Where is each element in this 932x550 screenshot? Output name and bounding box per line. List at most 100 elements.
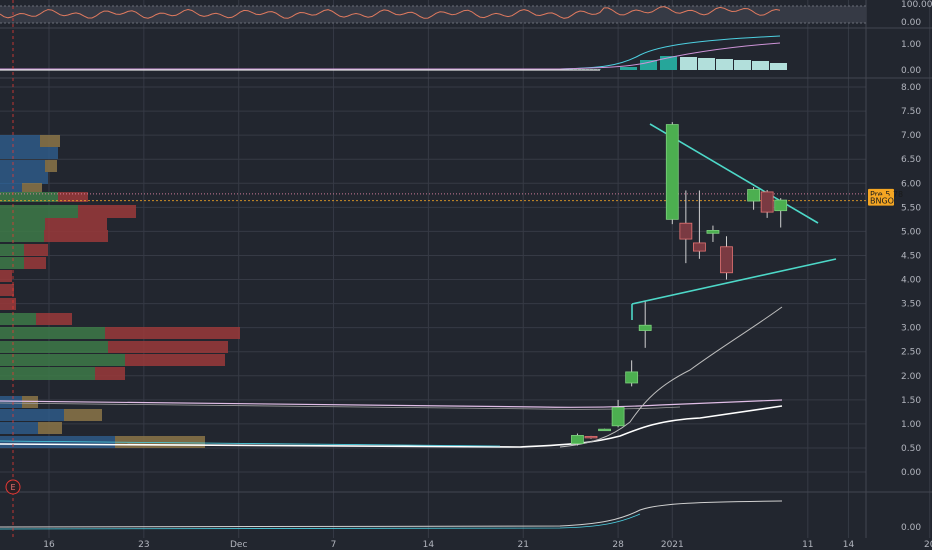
oscillator-band xyxy=(0,6,866,23)
volatility-bar xyxy=(752,61,769,70)
time-tick-label: 20 xyxy=(924,540,932,550)
volume-profile-bar xyxy=(105,327,240,339)
candle-body xyxy=(584,435,598,439)
price-tick-label: 2.00 xyxy=(901,372,921,382)
bottom-indicator-line xyxy=(0,500,783,528)
trendline-lower xyxy=(631,258,837,305)
volume-profile-bar xyxy=(95,367,125,380)
volume-profile-bar xyxy=(0,409,64,421)
candle-body xyxy=(747,189,760,202)
moving-average-medium xyxy=(0,405,783,448)
moving-averages xyxy=(0,306,783,448)
volatility-bar xyxy=(734,60,751,70)
volume-profile-bar xyxy=(24,257,46,269)
event-marker-label: E xyxy=(10,483,15,492)
candle-body xyxy=(598,428,611,432)
volume-profile-bar xyxy=(0,244,24,256)
time-tick-label: 16 xyxy=(43,540,55,550)
candle-body xyxy=(760,191,774,213)
bottom-tick-label: 0.00 xyxy=(901,523,921,533)
volume-profile xyxy=(0,135,240,448)
moving-average-slow xyxy=(0,399,783,408)
volume-profile-bar xyxy=(78,205,136,218)
price-tick-label: 3.50 xyxy=(901,300,921,310)
event-marker-badge xyxy=(5,479,21,495)
volume-profile-bar xyxy=(0,396,22,408)
moving-average-flat xyxy=(0,440,501,447)
price-tick-label: 0.50 xyxy=(901,444,921,454)
volume-profile-bar xyxy=(40,135,60,147)
volume-profile-bar xyxy=(36,313,72,325)
time-tick-label: 14 xyxy=(843,540,855,550)
volume-profile-bar xyxy=(64,409,102,421)
price-tick-label: 1.00 xyxy=(901,420,921,430)
volume-profile-bar xyxy=(24,244,48,256)
grid xyxy=(0,0,932,538)
price-tick-label: 6.00 xyxy=(901,179,921,189)
volume-profile-bar xyxy=(22,183,42,193)
volatility-bar xyxy=(698,58,715,70)
candle-body xyxy=(706,230,720,234)
volume-profile-bar xyxy=(0,270,12,282)
volume-profile-bar xyxy=(0,147,58,159)
candle-body xyxy=(679,222,693,240)
time-tick-label: Dec xyxy=(230,540,247,550)
volatility-bar xyxy=(640,60,657,70)
candle-body xyxy=(693,242,706,252)
price-tick-label: 0.00 xyxy=(901,468,921,478)
price-tick-label: 7.00 xyxy=(901,131,921,141)
time-tick-label: 11 xyxy=(802,540,813,550)
volatility-bar xyxy=(716,59,733,70)
volume-profile-bar xyxy=(38,422,62,434)
volume-profile-bar xyxy=(0,205,78,218)
price-tick-label: 5.00 xyxy=(901,227,921,237)
candle-body xyxy=(774,199,788,212)
oscillator-tick-label: 0.00 xyxy=(901,18,921,28)
volume-profile-bar xyxy=(0,354,125,366)
price-tick-label: 2.50 xyxy=(901,348,921,358)
volume-profile-bar xyxy=(0,192,58,202)
time-axis: 1623Dec7142128202111142025 xyxy=(0,538,932,550)
candle-body xyxy=(625,371,639,384)
volume-profile-bar xyxy=(0,327,105,339)
volume-profile-bar xyxy=(45,160,57,172)
markers: E xyxy=(5,0,21,538)
price-tick-label: 6.50 xyxy=(901,155,921,165)
volatility-bar xyxy=(770,63,787,70)
time-tick-label: 28 xyxy=(612,540,624,550)
price-tick-label: 5.50 xyxy=(901,203,921,213)
volatility-tick-label: 0.00 xyxy=(901,66,921,76)
oscillator-pane xyxy=(0,5,866,24)
volume-profile-bar xyxy=(0,284,14,296)
volume-profile-bar xyxy=(0,218,45,230)
volatility-bar xyxy=(680,57,697,70)
volatility-line-2 xyxy=(0,42,781,70)
volume-profile-bar xyxy=(0,160,45,172)
price-tick-label: 4.00 xyxy=(901,276,921,286)
volume-profile-bar xyxy=(0,422,38,434)
volume-profile-bar xyxy=(45,218,107,230)
volume-profile-bar xyxy=(0,230,44,242)
price-badge-label: BNGO xyxy=(870,197,894,206)
price-tick-label: 8.00 xyxy=(901,83,921,93)
time-tick-label: 23 xyxy=(138,540,149,550)
bottom-indicator-base xyxy=(0,513,641,530)
volume-profile-bar xyxy=(0,367,95,380)
volume-profile-bar xyxy=(0,298,16,310)
time-tick-label: 14 xyxy=(423,540,435,550)
volume-profile-bar xyxy=(108,341,228,353)
volume-profile-bar xyxy=(44,230,108,242)
volatility-tick-label: 1.00 xyxy=(901,40,921,50)
time-axis-band xyxy=(0,538,932,550)
volatility-bar xyxy=(660,56,677,70)
volume-profile-bar xyxy=(0,172,48,184)
volume-profile-bar xyxy=(22,396,38,408)
price-axis: 100.00 0.00 1.00 0.00 8.00 7.50 7.00 6.50 6.00 5.… xyxy=(868,0,932,533)
oscillator-line xyxy=(0,6,781,19)
volume-profile-bar xyxy=(0,135,40,147)
time-tick-label: 2021 xyxy=(661,540,684,550)
volatility-pane xyxy=(0,35,787,71)
price-badge-label: Pre 5.78 xyxy=(870,190,903,199)
